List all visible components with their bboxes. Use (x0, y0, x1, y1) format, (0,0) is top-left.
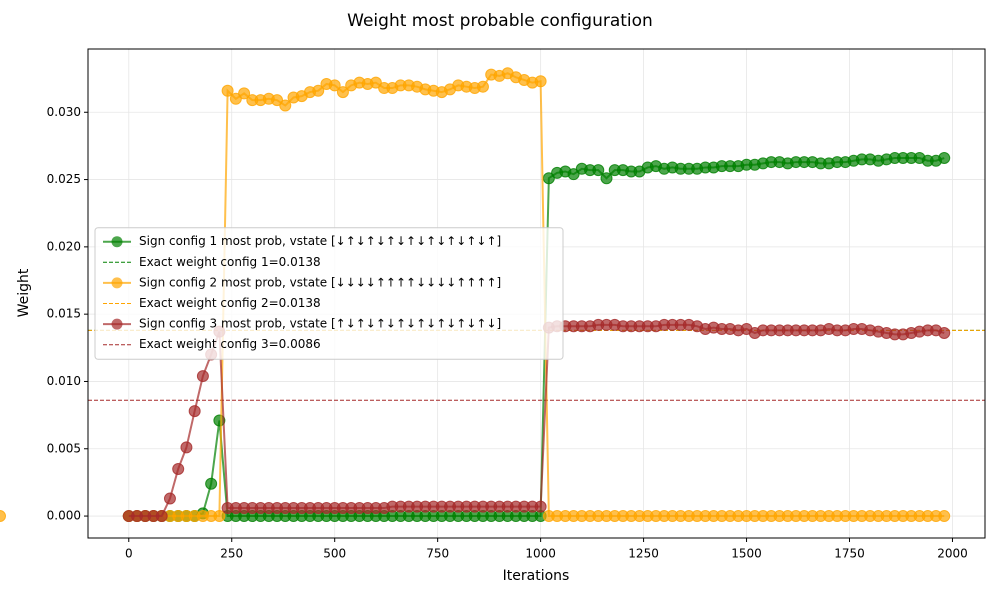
x-tick-label: 250 (220, 547, 243, 561)
x-tick-label: 1500 (731, 547, 762, 561)
chart-title: Weight most probable configuration (347, 11, 653, 31)
x-tick-label: 500 (323, 547, 346, 561)
y-tick-label: 0.005 (47, 441, 81, 455)
marker (336, 86, 349, 99)
marker (205, 477, 218, 490)
marker (369, 76, 382, 89)
x-tick-label: 750 (426, 547, 449, 561)
legend-label: Exact weight config 3=0.0086 (139, 337, 321, 351)
marker (188, 405, 201, 418)
legend-label: Exact weight config 1=0.0138 (139, 255, 321, 269)
marker (229, 92, 242, 105)
marker (196, 370, 209, 383)
marker (172, 462, 185, 475)
legend-marker (111, 277, 123, 289)
legend-label: Exact weight config 2=0.0138 (139, 296, 321, 310)
marker (328, 79, 341, 92)
marker (271, 94, 284, 107)
y-tick-label: 0.015 (47, 307, 81, 321)
marker (163, 492, 176, 505)
marker (221, 84, 234, 97)
marker (534, 500, 547, 513)
marker (180, 441, 193, 454)
marker (938, 152, 951, 165)
marker (938, 327, 951, 340)
legend-label: Sign config 3 most prob, vstate [↑↓↑↓↑↓↑… (139, 317, 501, 331)
marker (600, 172, 613, 185)
legend: Sign config 1 most prob, vstate [↓↑↓↑↓↑↓… (94, 227, 564, 360)
legend-box (94, 227, 564, 360)
legend-marker (111, 318, 123, 330)
x-tick-label: 0 (125, 547, 133, 561)
legend-label: Sign config 1 most prob, vstate [↓↑↓↑↓↑↓… (139, 234, 501, 248)
x-tick-label: 1750 (834, 547, 865, 561)
x-tick-label: 2000 (937, 547, 968, 561)
marker (279, 99, 292, 112)
legend-marker (111, 236, 123, 248)
marker (534, 75, 547, 88)
y-tick-label: 0.000 (47, 509, 81, 523)
y-tick-label: 0.010 (47, 374, 81, 388)
marker (592, 164, 605, 177)
marker (238, 87, 251, 100)
x-tick-label: 1250 (628, 547, 659, 561)
plot-frame (87, 48, 986, 539)
marker (476, 80, 489, 93)
marker (938, 510, 951, 523)
marker (155, 510, 168, 523)
y-tick-label: 0.030 (47, 105, 81, 119)
legend-label: Sign config 2 most prob, vstate [↓↓↓↓↑↑↑… (139, 275, 501, 289)
marker (567, 168, 580, 181)
y-tick-label: 0.025 (47, 172, 81, 186)
x-axis-label: Iterations (503, 568, 570, 584)
y-axis-label: Weight (16, 268, 32, 317)
marker (213, 510, 226, 523)
marker (0, 510, 6, 523)
y-tick-label: 0.020 (47, 239, 81, 253)
marker (312, 84, 325, 97)
x-tick-label: 1000 (525, 547, 556, 561)
